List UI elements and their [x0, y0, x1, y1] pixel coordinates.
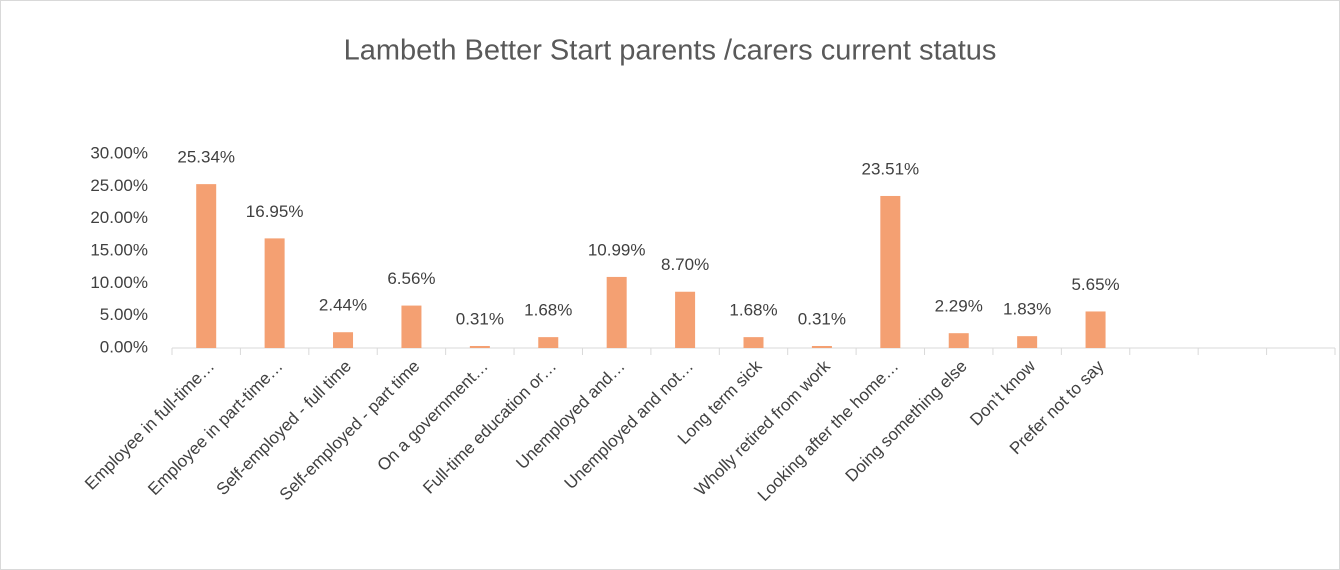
y-tick-label: 25.00%	[90, 176, 148, 195]
bar	[811, 345, 832, 348]
y-tick-label: 20.00%	[90, 208, 148, 227]
value-label: 1.68%	[729, 301, 777, 320]
value-label: 25.34%	[177, 148, 235, 167]
value-label: 1.83%	[1003, 300, 1051, 319]
bar	[196, 184, 217, 348]
bar	[1085, 311, 1106, 348]
bar	[469, 345, 490, 348]
bar	[401, 305, 422, 348]
bar	[675, 291, 696, 348]
bar	[538, 337, 559, 348]
bar	[743, 337, 764, 348]
value-label: 6.56%	[387, 269, 435, 288]
value-label: 2.29%	[935, 297, 983, 316]
bar	[333, 332, 354, 348]
bar	[264, 238, 285, 348]
bar	[948, 333, 969, 348]
value-label: 0.31%	[456, 309, 504, 328]
y-tick-label: 15.00%	[90, 240, 148, 259]
bar	[606, 276, 627, 348]
value-label: 10.99%	[588, 240, 646, 259]
y-tick-label: 0.00%	[100, 337, 148, 356]
y-tick-label: 10.00%	[90, 273, 148, 292]
value-label: 5.65%	[1071, 275, 1119, 294]
value-label: 0.31%	[798, 309, 846, 328]
value-label: 8.70%	[661, 255, 709, 274]
bar	[1017, 336, 1038, 348]
value-label: 16.95%	[246, 202, 304, 221]
chart-title: Lambeth Better Start parents /carers cur…	[344, 35, 997, 67]
y-tick-label: 30.00%	[90, 143, 148, 162]
value-label: 1.68%	[524, 301, 572, 320]
value-label: 2.44%	[319, 296, 367, 315]
y-tick-label: 5.00%	[100, 305, 148, 324]
bar	[880, 195, 901, 348]
value-label: 23.51%	[861, 159, 919, 178]
